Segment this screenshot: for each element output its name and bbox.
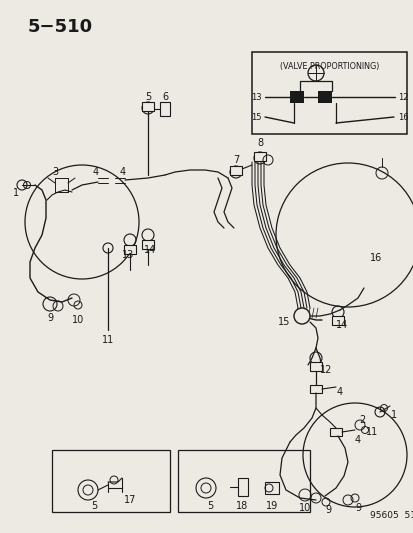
Bar xyxy=(142,240,154,249)
Text: 8: 8 xyxy=(256,138,262,148)
Text: 4: 4 xyxy=(93,167,99,177)
Text: 11: 11 xyxy=(365,427,377,437)
Text: 7: 7 xyxy=(232,155,239,165)
Bar xyxy=(178,450,309,512)
Text: 13: 13 xyxy=(121,250,134,260)
Text: 16: 16 xyxy=(369,253,381,263)
Text: 10: 10 xyxy=(72,315,84,325)
Bar xyxy=(252,52,406,134)
Text: 5: 5 xyxy=(91,501,97,511)
Text: 4: 4 xyxy=(120,167,126,177)
Text: 14: 14 xyxy=(144,245,156,255)
Bar xyxy=(289,91,303,103)
Text: 16: 16 xyxy=(397,112,408,122)
Text: 11: 11 xyxy=(102,335,114,345)
Text: 12: 12 xyxy=(397,93,408,101)
Text: 12: 12 xyxy=(319,365,331,375)
Text: 10: 10 xyxy=(298,503,311,513)
Text: 13: 13 xyxy=(251,93,261,101)
Text: 3: 3 xyxy=(52,167,58,177)
Bar xyxy=(331,316,343,325)
Text: 9: 9 xyxy=(47,313,53,323)
Text: 9: 9 xyxy=(324,505,330,515)
Bar xyxy=(237,478,247,496)
Text: 1: 1 xyxy=(390,410,396,420)
Text: 5: 5 xyxy=(145,92,151,102)
Text: 15: 15 xyxy=(277,317,290,327)
Bar xyxy=(309,385,321,393)
Text: (VALVE PROPORTIONING): (VALVE PROPORTIONING) xyxy=(280,62,379,71)
Text: 95605  510: 95605 510 xyxy=(369,511,413,520)
Text: 2: 2 xyxy=(358,415,364,425)
Text: 9: 9 xyxy=(354,503,360,513)
Text: 4: 4 xyxy=(354,435,360,445)
Bar xyxy=(142,102,154,111)
Text: 1: 1 xyxy=(13,188,19,198)
Text: 5−510: 5−510 xyxy=(28,18,93,36)
Bar xyxy=(124,245,136,254)
Text: 14: 14 xyxy=(335,320,347,330)
Text: 18: 18 xyxy=(235,501,247,511)
Text: 19: 19 xyxy=(265,501,278,511)
Text: 4: 4 xyxy=(336,387,342,397)
Bar xyxy=(309,362,321,371)
Circle shape xyxy=(293,308,309,324)
Text: 17: 17 xyxy=(123,495,136,505)
Text: 5: 5 xyxy=(206,501,213,511)
Bar xyxy=(264,482,278,494)
Bar xyxy=(230,166,242,175)
Bar xyxy=(329,428,341,436)
Bar xyxy=(254,152,266,161)
Bar xyxy=(159,102,170,116)
Bar xyxy=(317,91,331,103)
Text: 6: 6 xyxy=(161,92,168,102)
Text: 15: 15 xyxy=(251,112,261,122)
Bar xyxy=(52,450,170,512)
